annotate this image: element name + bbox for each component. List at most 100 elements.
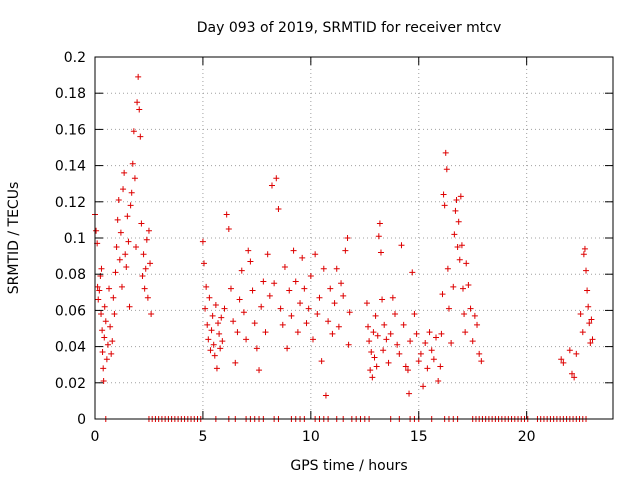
data-point xyxy=(218,314,225,321)
data-point xyxy=(331,300,338,307)
data-point xyxy=(243,336,250,343)
data-point xyxy=(581,245,588,252)
data-point xyxy=(232,359,239,366)
data-point xyxy=(208,327,215,334)
data-point xyxy=(335,323,342,330)
data-point xyxy=(143,236,150,243)
data-point xyxy=(236,296,243,303)
data-point xyxy=(93,227,100,234)
data-point xyxy=(116,256,123,263)
data-point xyxy=(115,196,122,203)
data-point xyxy=(262,329,269,336)
y-tick-label: 0.04 xyxy=(55,340,86,356)
data-point xyxy=(584,287,591,294)
data-point xyxy=(211,352,218,359)
data-point xyxy=(396,350,403,357)
data-point xyxy=(558,356,565,363)
y-tick-label: 0.12 xyxy=(55,195,86,211)
y-axis-label: SRMTID / TECUs xyxy=(6,182,22,295)
data-point xyxy=(247,258,254,265)
data-point xyxy=(583,267,590,274)
data-point xyxy=(374,332,381,339)
x-tick-label: 20 xyxy=(518,429,536,445)
data-point xyxy=(478,358,485,365)
data-point xyxy=(99,349,106,356)
data-point xyxy=(138,220,145,227)
data-point xyxy=(124,213,131,220)
x-tick-label: 10 xyxy=(302,429,320,445)
data-point xyxy=(450,283,457,290)
data-point xyxy=(133,244,140,251)
y-tick-label: 0.1 xyxy=(64,231,86,247)
data-point xyxy=(113,244,120,251)
data-point xyxy=(476,350,483,357)
data-point xyxy=(130,128,137,135)
data-point xyxy=(271,280,278,287)
data-point xyxy=(316,294,323,301)
data-point xyxy=(99,327,106,334)
data-point xyxy=(586,320,593,327)
data-points xyxy=(92,73,596,422)
data-point xyxy=(381,321,388,328)
data-point xyxy=(340,292,347,299)
data-point xyxy=(406,390,413,397)
data-point xyxy=(122,251,129,258)
data-point xyxy=(467,305,474,312)
data-point xyxy=(474,321,481,328)
data-point xyxy=(216,330,223,337)
data-point xyxy=(440,191,447,198)
data-point xyxy=(571,374,578,381)
data-point xyxy=(462,329,469,336)
data-point xyxy=(148,311,155,318)
chart-title: Day 093 of 2019, SRMTID for receiver mtc… xyxy=(197,20,502,36)
data-point xyxy=(128,189,135,196)
data-point xyxy=(307,273,314,280)
data-point xyxy=(366,338,373,345)
data-point xyxy=(457,193,464,200)
x-tick-label: 0 xyxy=(91,429,100,445)
data-point xyxy=(365,323,372,330)
data-point xyxy=(437,363,444,370)
data-point xyxy=(134,99,141,106)
data-point xyxy=(95,296,102,303)
data-point xyxy=(135,73,142,80)
data-point xyxy=(225,225,232,232)
data-point xyxy=(207,347,214,354)
y-tick-label: 0.18 xyxy=(55,86,86,102)
x-tick-label: 5 xyxy=(198,429,207,445)
data-point xyxy=(305,305,312,312)
data-point xyxy=(327,285,334,292)
y-tick-label: 0.14 xyxy=(55,159,86,175)
data-point xyxy=(587,339,594,346)
y-tick-label: 0.06 xyxy=(55,303,86,319)
y-tick-label: 0.08 xyxy=(55,267,86,283)
data-point xyxy=(375,233,382,240)
data-point xyxy=(112,269,119,276)
x-axis-label: GPS time / hours xyxy=(290,458,407,474)
data-point xyxy=(111,311,118,318)
data-point xyxy=(376,220,383,227)
data-point xyxy=(279,321,286,328)
data-point xyxy=(100,377,107,384)
data-point xyxy=(338,280,345,287)
data-point xyxy=(370,329,377,336)
data-point xyxy=(465,282,472,289)
data-point xyxy=(441,202,448,209)
data-point xyxy=(413,330,420,337)
data-point xyxy=(206,294,213,301)
data-point xyxy=(200,260,207,267)
data-point xyxy=(379,296,386,303)
data-point xyxy=(585,303,592,310)
data-point xyxy=(136,106,143,113)
data-point xyxy=(402,363,409,370)
data-point xyxy=(389,294,396,301)
data-point xyxy=(223,211,230,218)
data-point xyxy=(409,269,416,276)
data-point xyxy=(215,320,222,327)
data-point xyxy=(415,358,422,365)
data-point xyxy=(407,338,414,345)
data-point xyxy=(286,287,293,294)
data-point xyxy=(469,338,476,345)
